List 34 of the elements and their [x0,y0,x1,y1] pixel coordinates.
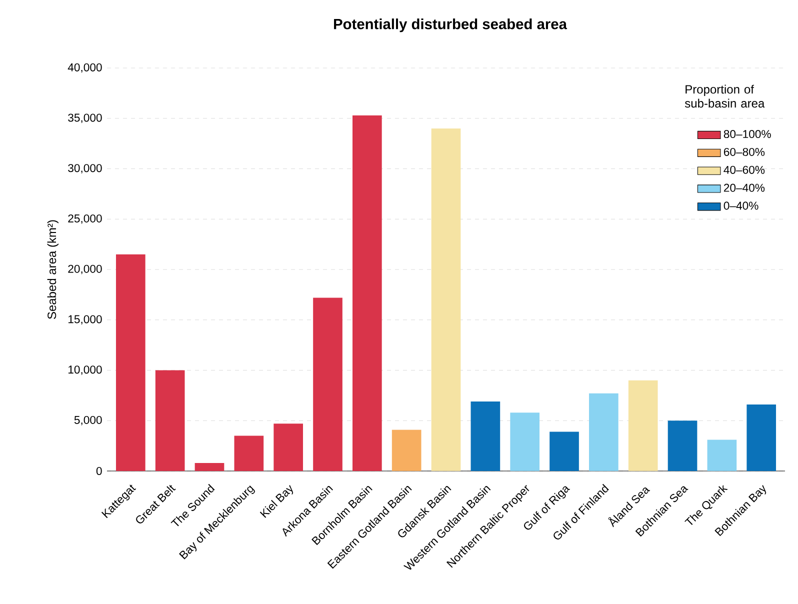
y-tick-label: 35,000 [68,114,102,124]
legend-title: Proportion of sub-basin area [684,84,765,108]
bar [431,128,461,471]
y-axis-title: Seabed area (km²) [47,220,58,319]
bar [274,424,303,471]
chart-title: Potentially disturbed seabed area [334,18,568,32]
legend-label: 60–80% [724,148,765,156]
legend-label: 80–100% [724,130,771,138]
y-tick-label: 0 [96,466,102,476]
y-tick-label: 20,000 [68,264,102,274]
bar [194,462,224,471]
legend-label: 20–40% [724,184,765,192]
bar [155,370,185,471]
bar [668,420,698,471]
bar [234,436,264,471]
bar [116,254,146,471]
legend-label: 0–40% [724,202,758,210]
bar [470,401,500,471]
y-tick-label: 40,000 [68,63,102,73]
bar [392,430,422,471]
bar [352,115,382,471]
y-tick-label: 10,000 [68,366,102,375]
y-tick-label: 25,000 [68,214,102,224]
bar [628,380,658,471]
bar [510,412,540,471]
y-tick-label: 5,000 [74,416,102,426]
legend-label: 40–60% [724,166,765,174]
bar [746,404,776,471]
y-tick-label: 30,000 [68,164,102,174]
bar [550,432,579,471]
y-tick-label: 15,000 [68,315,102,325]
bar [313,298,342,471]
bar [707,440,737,471]
bar [589,393,618,471]
